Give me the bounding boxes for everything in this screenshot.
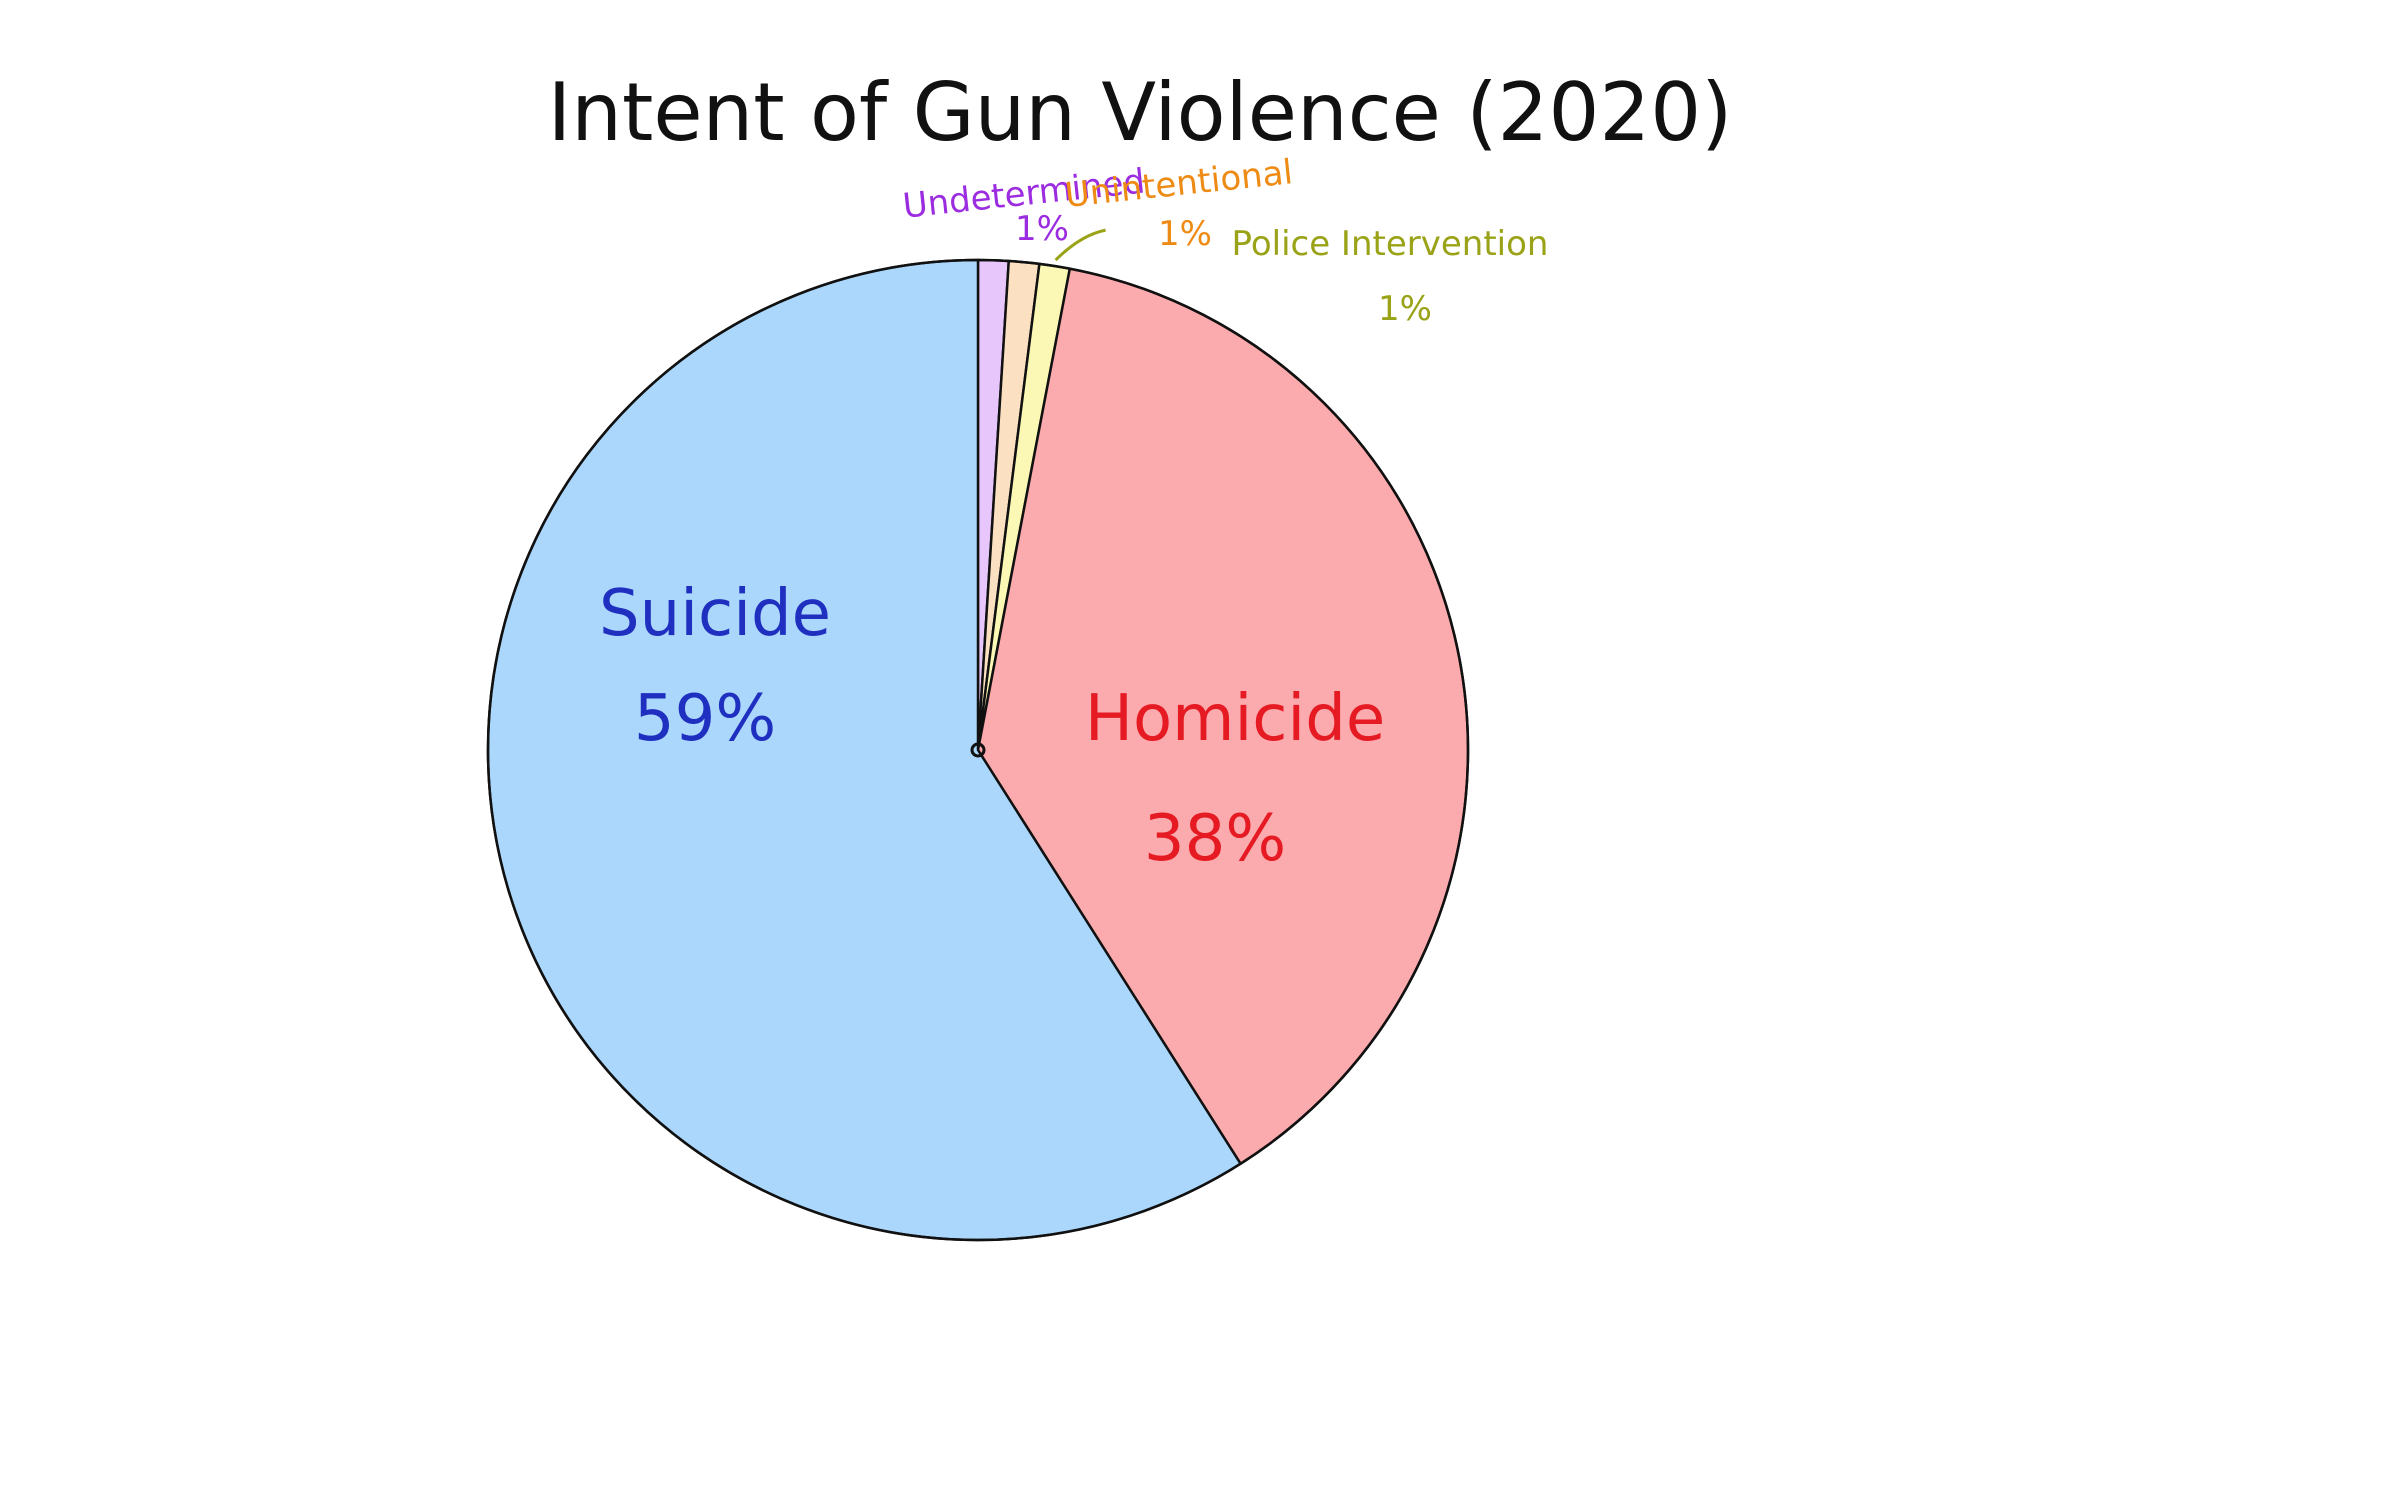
pie-center-dot [970, 742, 986, 758]
pie-slices [486, 258, 1470, 1242]
slice-label-unintentional-name: Unintentional [1063, 152, 1295, 216]
chart-title: Intent of Gun Violence (2020) [548, 66, 1733, 159]
slice-label-suicide-value: 59% [634, 682, 776, 756]
leader-lines [1054, 228, 1106, 262]
slice-label-homicide-name: Homicide [1085, 682, 1385, 756]
pie-outline [486, 258, 1470, 1242]
slice-label-suicide-name: Suicide [599, 577, 831, 651]
slice-label-homicide-value: 38% [1144, 802, 1286, 876]
slice-label-police-value: 1% [1378, 289, 1432, 329]
slice-label-unintentional-value: 1% [1158, 214, 1212, 254]
leader-line-police-intervention [1054, 228, 1106, 262]
slice-label-undetermined-value: 1% [1015, 209, 1069, 249]
slice-label-police-name: Police Intervention [1232, 224, 1549, 264]
